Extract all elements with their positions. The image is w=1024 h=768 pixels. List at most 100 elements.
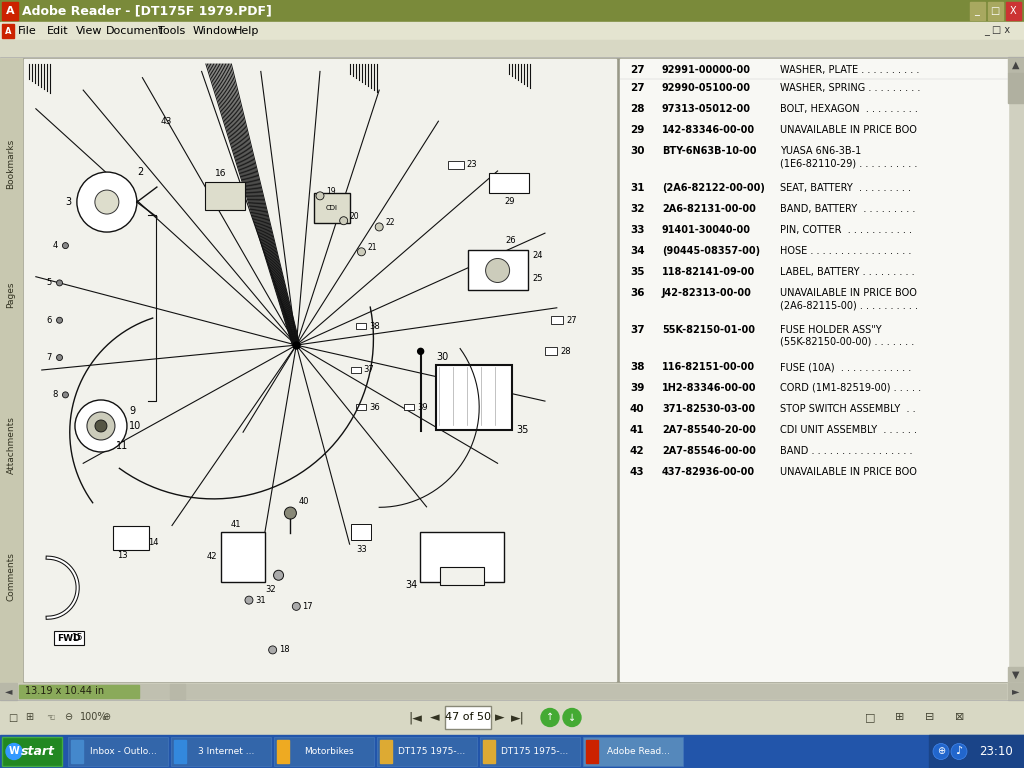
Bar (0, 683, 17, 700)
Bar (988, 2, 1002, 20)
Bar (356, 404, 367, 410)
Text: 23: 23 (466, 161, 477, 169)
Text: 31: 31 (255, 596, 265, 604)
Bar (583, 737, 683, 766)
Bar (174, 740, 186, 763)
Bar (278, 740, 289, 763)
Text: W: W (8, 746, 19, 756)
Text: 3: 3 (66, 197, 72, 207)
Text: 28: 28 (561, 347, 571, 356)
Text: ⊕: ⊕ (937, 746, 945, 756)
Text: DT175 1975-...: DT175 1975-... (398, 747, 466, 756)
Bar (205, 182, 246, 210)
Text: 27: 27 (567, 316, 578, 325)
Bar (436, 365, 512, 430)
Text: 37: 37 (364, 366, 374, 375)
Circle shape (245, 596, 253, 604)
Circle shape (87, 412, 115, 440)
Circle shape (56, 280, 62, 286)
Text: 43: 43 (161, 117, 172, 126)
Circle shape (375, 223, 383, 231)
Text: Comments: Comments (6, 552, 15, 601)
Text: 32: 32 (265, 584, 275, 594)
Text: YUASA 6N6-3B-1: YUASA 6N6-3B-1 (780, 146, 861, 156)
Text: HOSE . . . . . . . . . . . . . . . . .: HOSE . . . . . . . . . . . . . . . . . (780, 246, 911, 256)
Text: 92991-00000-00: 92991-00000-00 (662, 65, 751, 75)
Text: 17: 17 (302, 602, 313, 611)
Bar (351, 524, 372, 540)
Text: 39: 39 (630, 383, 644, 393)
Text: ♪: ♪ (955, 746, 963, 756)
Text: 42: 42 (630, 446, 645, 456)
Text: 27: 27 (630, 65, 645, 75)
Text: 7: 7 (46, 353, 51, 362)
Circle shape (268, 646, 276, 654)
Bar (19, 684, 1006, 699)
Circle shape (273, 571, 284, 581)
Text: 20: 20 (349, 212, 359, 221)
Text: CORD (1M1-82519-00) . . . . .: CORD (1M1-82519-00) . . . . . (780, 383, 922, 393)
Text: 18: 18 (279, 645, 289, 654)
Text: 29: 29 (630, 125, 644, 135)
Text: Attachments: Attachments (6, 416, 15, 474)
Circle shape (62, 392, 69, 398)
Bar (24, 59, 616, 681)
Bar (113, 526, 148, 550)
Bar (445, 706, 490, 729)
Text: 13: 13 (117, 551, 128, 561)
Text: ▼: ▼ (1013, 670, 1020, 680)
Circle shape (340, 217, 348, 225)
Text: 47 of 50: 47 of 50 (445, 713, 490, 723)
Text: WASHER, PLATE . . . . . . . . . .: WASHER, PLATE . . . . . . . . . . (780, 65, 920, 75)
Text: A: A (6, 6, 14, 16)
Text: 24: 24 (532, 251, 543, 260)
Bar (1008, 667, 1024, 683)
Text: STOP SWITCH ASSEMBLY  . .: STOP SWITCH ASSEMBLY . . (780, 404, 915, 414)
Text: 91401-30040-00: 91401-30040-00 (662, 225, 751, 235)
Text: 1H2-83346-00-00: 1H2-83346-00-00 (662, 383, 757, 393)
Text: 15: 15 (72, 633, 83, 642)
Text: Inbox - Outlo...: Inbox - Outlo... (90, 747, 157, 756)
Text: 11: 11 (116, 441, 128, 451)
Bar (0, 683, 1024, 700)
Text: 13.19 x 10.44 in: 13.19 x 10.44 in (25, 687, 104, 697)
Text: 36: 36 (370, 403, 380, 412)
Text: BTY-6N63B-10-00: BTY-6N63B-10-00 (662, 146, 757, 156)
Text: ↓: ↓ (568, 713, 577, 723)
Text: Adobe Reader - [DT175F 1979.PDF]: Adobe Reader - [DT175F 1979.PDF] (22, 5, 272, 18)
Text: 30: 30 (436, 352, 449, 362)
Text: ►: ► (496, 711, 505, 724)
Text: ⊕: ⊕ (102, 713, 111, 723)
Bar (221, 531, 265, 581)
Text: (2A6-82122-00-00): (2A6-82122-00-00) (662, 183, 765, 193)
Text: ◄: ◄ (430, 711, 440, 724)
Bar (313, 194, 350, 223)
Text: 2A7-85546-00-00: 2A7-85546-00-00 (662, 446, 756, 456)
Bar (2, 2, 18, 20)
Text: 437-82936-00-00: 437-82936-00-00 (662, 467, 755, 477)
Bar (551, 316, 563, 324)
Text: Bookmarks: Bookmarks (6, 138, 15, 189)
Text: ►: ► (1013, 687, 1020, 697)
Bar (586, 740, 598, 763)
Text: 35: 35 (516, 425, 528, 435)
Bar (356, 323, 367, 329)
Text: 41: 41 (630, 425, 645, 435)
Bar (377, 737, 477, 766)
Text: Adobe Read...: Adobe Read... (606, 747, 670, 756)
Text: 31: 31 (630, 183, 644, 193)
Text: UNAVAILABLE IN PRICE BOO: UNAVAILABLE IN PRICE BOO (780, 288, 916, 298)
Text: 92990-05100-00: 92990-05100-00 (662, 83, 751, 93)
Text: 97313-05012-00: 97313-05012-00 (662, 104, 751, 114)
Text: 116-82151-00-00: 116-82151-00-00 (662, 362, 755, 372)
Text: UNAVAILABLE IN PRICE BOO: UNAVAILABLE IN PRICE BOO (780, 467, 916, 477)
Text: 19: 19 (326, 187, 336, 197)
Text: 36: 36 (630, 288, 644, 298)
Bar (0, 700, 1024, 735)
Text: 34: 34 (630, 246, 645, 256)
Bar (0, 57, 22, 683)
Text: 25: 25 (532, 274, 543, 283)
Text: Edit: Edit (47, 26, 69, 36)
Text: ↑: ↑ (546, 713, 554, 723)
Text: FWD: FWD (56, 634, 80, 643)
